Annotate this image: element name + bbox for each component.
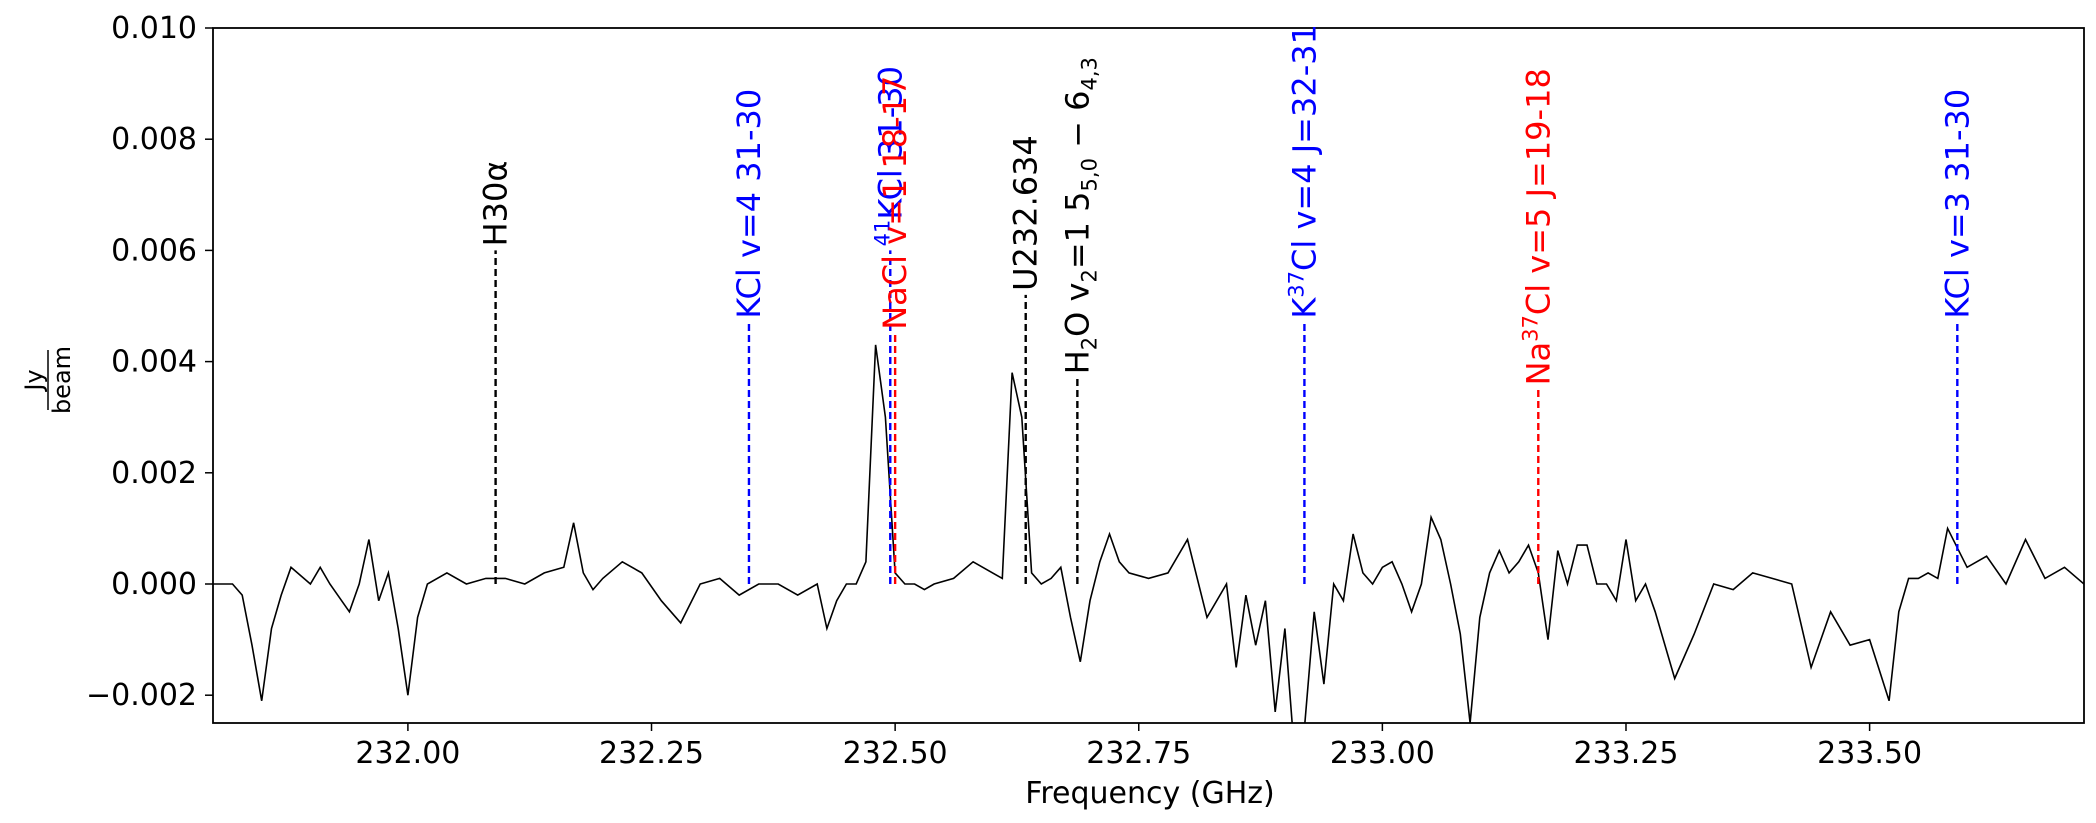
line-label-text: 41KCl 31-30 — [870, 66, 909, 246]
y-tick-label: 0.002 — [111, 456, 197, 491]
line-label-3: NaCl v=1 18-17 — [876, 76, 914, 330]
line-label-text: KCl v=3 31-30 — [1938, 89, 1976, 319]
y-axis-title: Jy beam — [20, 346, 76, 414]
x-tick-label: 232.75 — [1086, 736, 1191, 771]
x-tick-label: 232.25 — [599, 736, 704, 771]
line-label-7: Na37Cl v=5 J=19-18 — [1518, 68, 1557, 385]
plot-area — [212, 27, 2085, 724]
line-label-5: H2O v2=1 55,0 − 64,3 — [1058, 57, 1101, 374]
y-tick-label: −0.002 — [86, 678, 197, 713]
line-label-text: K37Cl v=4 J=32-31 — [1284, 24, 1323, 319]
line-label-8: KCl v=3 31-30 — [1938, 89, 1976, 319]
line-label-4: U232.634 — [1007, 135, 1045, 291]
line-label-text: H2O v2=1 55,0 − 64,3 — [1058, 57, 1101, 374]
x-tick-label: 233.25 — [1574, 736, 1679, 771]
y-axis-title-denominator: beam — [48, 346, 76, 414]
line-label-text: KCl v=4 31-30 — [730, 89, 768, 319]
line-label-text: U232.634 — [1007, 135, 1045, 291]
spectrum-line — [213, 344, 2084, 723]
y-tick-label: 0.000 — [111, 567, 197, 602]
x-tick-label: 233.00 — [1330, 736, 1435, 771]
x-tick-label: 233.50 — [1817, 736, 1922, 771]
x-tick-label: 232.50 — [843, 736, 948, 771]
x-axis-title: Frequency (GHz) — [1025, 776, 1274, 811]
x-tick-label: 232.00 — [355, 736, 460, 771]
y-axis: −0.002 0.000 0.002 0.004 0.006 0.008 0.010 — [86, 11, 213, 713]
x-axis: 232.00 232.25 232.50 232.75 233.00 233.25 233.… — [355, 723, 1922, 771]
plot-frame — [212, 27, 2085, 724]
line-label-6: K37Cl v=4 J=32-31 — [1284, 24, 1323, 319]
line-label-text: H30α — [477, 161, 515, 247]
line-label-0: H30α — [477, 161, 515, 247]
y-tick-label: 0.004 — [111, 345, 197, 380]
y-tick-label: 0.006 — [111, 233, 197, 268]
line-label-text: Na37Cl v=5 J=19-18 — [1518, 68, 1557, 385]
line-label-1: KCl v=4 31-30 — [730, 89, 768, 319]
line-label-text: NaCl v=1 18-17 — [876, 76, 914, 330]
line-label-2: 41KCl 31-30 — [870, 66, 909, 246]
y-tick-label: 0.010 — [111, 11, 197, 46]
y-axis-title-numerator: Jy — [20, 369, 48, 392]
y-tick-label: 0.008 — [111, 122, 197, 157]
